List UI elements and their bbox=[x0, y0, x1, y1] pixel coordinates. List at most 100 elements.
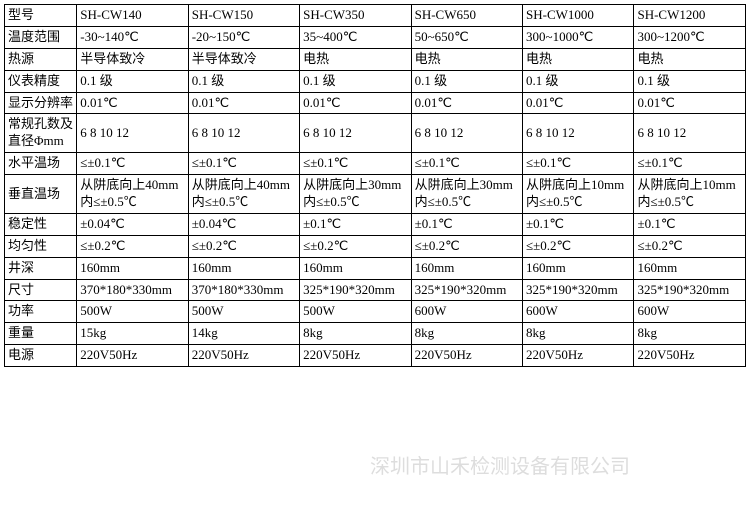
row-label: 功率 bbox=[5, 301, 77, 323]
cell-value: 600W bbox=[411, 301, 522, 323]
cell-value: 从阱底向上40mm 内≤±0.5℃ bbox=[188, 175, 299, 214]
cell-value: 500W bbox=[77, 301, 188, 323]
cell-value: 从阱底向上30mm 内≤±0.5℃ bbox=[300, 175, 411, 214]
cell-value: 8kg bbox=[634, 323, 746, 345]
row-label: 尺寸 bbox=[5, 279, 77, 301]
table-body: 型号SH-CW140SH-CW150SH-CW350SH-CW650SH-CW1… bbox=[5, 5, 746, 367]
cell-value: 6 8 10 12 bbox=[77, 114, 188, 153]
row-label: 热源 bbox=[5, 48, 77, 70]
cell-value: 220V50Hz bbox=[77, 345, 188, 367]
cell-value: 0.1 级 bbox=[634, 70, 746, 92]
cell-value: 从阱底向上30mm 内≤±0.5℃ bbox=[411, 175, 522, 214]
row-label: 稳定性 bbox=[5, 213, 77, 235]
cell-value: 0.01℃ bbox=[188, 92, 299, 114]
table-row: 仪表精度0.1 级0.1 级0.1 级0.1 级0.1 级0.1 级 bbox=[5, 70, 746, 92]
cell-value: ≤±0.2℃ bbox=[634, 235, 746, 257]
model-header: SH-CW1000 bbox=[523, 5, 634, 27]
table-row: 水平温场≤±0.1℃≤±0.1℃≤±0.1℃≤±0.1℃≤±0.1℃≤±0.1℃ bbox=[5, 153, 746, 175]
cell-value: 8kg bbox=[300, 323, 411, 345]
cell-value: 电热 bbox=[523, 48, 634, 70]
cell-value: 0.01℃ bbox=[300, 92, 411, 114]
cell-value: 160mm bbox=[523, 257, 634, 279]
cell-value: 电热 bbox=[300, 48, 411, 70]
model-header: SH-CW1200 bbox=[634, 5, 746, 27]
row-label: 重量 bbox=[5, 323, 77, 345]
cell-value: ≤±0.2℃ bbox=[411, 235, 522, 257]
cell-value: 0.1 级 bbox=[77, 70, 188, 92]
cell-value: 0.1 级 bbox=[411, 70, 522, 92]
cell-value: 6 8 10 12 bbox=[300, 114, 411, 153]
row-label: 水平温场 bbox=[5, 153, 77, 175]
cell-value: ≤±0.2℃ bbox=[300, 235, 411, 257]
cell-value: 电热 bbox=[634, 48, 746, 70]
cell-value: 从阱底向上40mm 内≤±0.5℃ bbox=[77, 175, 188, 214]
spec-table: 型号SH-CW140SH-CW150SH-CW350SH-CW650SH-CW1… bbox=[4, 4, 746, 367]
cell-value: 0.01℃ bbox=[634, 92, 746, 114]
table-row: 功率500W500W500W600W600W600W bbox=[5, 301, 746, 323]
cell-value: 325*190*320mm bbox=[634, 279, 746, 301]
cell-value: 160mm bbox=[77, 257, 188, 279]
model-header: SH-CW650 bbox=[411, 5, 522, 27]
cell-value: ±0.1℃ bbox=[523, 213, 634, 235]
cell-value: ≤±0.2℃ bbox=[188, 235, 299, 257]
table-row: 电源220V50Hz220V50Hz220V50Hz220V50Hz220V50… bbox=[5, 345, 746, 367]
cell-value: 从阱底向上10mm 内≤±0.5℃ bbox=[634, 175, 746, 214]
cell-value: ±0.1℃ bbox=[300, 213, 411, 235]
cell-value: 0.01℃ bbox=[77, 92, 188, 114]
cell-value: 0.01℃ bbox=[411, 92, 522, 114]
cell-value: 6 8 10 12 bbox=[523, 114, 634, 153]
cell-value: ≤±0.2℃ bbox=[523, 235, 634, 257]
watermark-text: 深圳市山禾检测设备有限公司 bbox=[370, 450, 630, 479]
cell-value: 0.01℃ bbox=[523, 92, 634, 114]
cell-value: 8kg bbox=[411, 323, 522, 345]
cell-value: 160mm bbox=[411, 257, 522, 279]
cell-value: ≤±0.1℃ bbox=[300, 153, 411, 175]
cell-value: 325*190*320mm bbox=[523, 279, 634, 301]
cell-value: 300~1000℃ bbox=[523, 26, 634, 48]
cell-value: 35~400℃ bbox=[300, 26, 411, 48]
row-label: 垂直温场 bbox=[5, 175, 77, 214]
cell-value: 0.1 级 bbox=[300, 70, 411, 92]
cell-value: ≤±0.1℃ bbox=[188, 153, 299, 175]
cell-value: 半导体致冷 bbox=[188, 48, 299, 70]
cell-value: 600W bbox=[523, 301, 634, 323]
row-label: 常规孔数及直径Φmm bbox=[5, 114, 77, 153]
table-row: 稳定性±0.04℃±0.04℃±0.1℃±0.1℃±0.1℃±0.1℃ bbox=[5, 213, 746, 235]
cell-value: 6 8 10 12 bbox=[188, 114, 299, 153]
table-header-row: 型号SH-CW140SH-CW150SH-CW350SH-CW650SH-CW1… bbox=[5, 5, 746, 27]
cell-value: 6 8 10 12 bbox=[634, 114, 746, 153]
cell-value: -30~140℃ bbox=[77, 26, 188, 48]
cell-value: 160mm bbox=[188, 257, 299, 279]
cell-value: 220V50Hz bbox=[523, 345, 634, 367]
row-label: 均匀性 bbox=[5, 235, 77, 257]
table-row: 井深160mm160mm160mm160mm160mm160mm bbox=[5, 257, 746, 279]
row-label: 电源 bbox=[5, 345, 77, 367]
model-header: SH-CW140 bbox=[77, 5, 188, 27]
cell-value: 15kg bbox=[77, 323, 188, 345]
header-label: 型号 bbox=[5, 5, 77, 27]
cell-value: 220V50Hz bbox=[634, 345, 746, 367]
table-row: 尺寸370*180*330mm370*180*330mm325*190*320m… bbox=[5, 279, 746, 301]
cell-value: ≤±0.2℃ bbox=[77, 235, 188, 257]
cell-value: ±0.04℃ bbox=[77, 213, 188, 235]
cell-value: ≤±0.1℃ bbox=[634, 153, 746, 175]
cell-value: 220V50Hz bbox=[188, 345, 299, 367]
cell-value: 160mm bbox=[634, 257, 746, 279]
table-row: 均匀性≤±0.2℃≤±0.2℃≤±0.2℃≤±0.2℃≤±0.2℃≤±0.2℃ bbox=[5, 235, 746, 257]
table-row: 重量15kg14kg8kg8kg8kg8kg bbox=[5, 323, 746, 345]
cell-value: 370*180*330mm bbox=[77, 279, 188, 301]
cell-value: 325*190*320mm bbox=[300, 279, 411, 301]
table-row: 显示分辨率0.01℃0.01℃0.01℃0.01℃0.01℃0.01℃ bbox=[5, 92, 746, 114]
cell-value: 600W bbox=[634, 301, 746, 323]
cell-value: 500W bbox=[188, 301, 299, 323]
model-header: SH-CW350 bbox=[300, 5, 411, 27]
model-header: SH-CW150 bbox=[188, 5, 299, 27]
row-label: 温度范围 bbox=[5, 26, 77, 48]
cell-value: 300~1200℃ bbox=[634, 26, 746, 48]
cell-value: ≤±0.1℃ bbox=[523, 153, 634, 175]
cell-value: 370*180*330mm bbox=[188, 279, 299, 301]
cell-value: 从阱底向上10mm 内≤±0.5℃ bbox=[523, 175, 634, 214]
cell-value: 500W bbox=[300, 301, 411, 323]
cell-value: ±0.1℃ bbox=[634, 213, 746, 235]
cell-value: 220V50Hz bbox=[411, 345, 522, 367]
